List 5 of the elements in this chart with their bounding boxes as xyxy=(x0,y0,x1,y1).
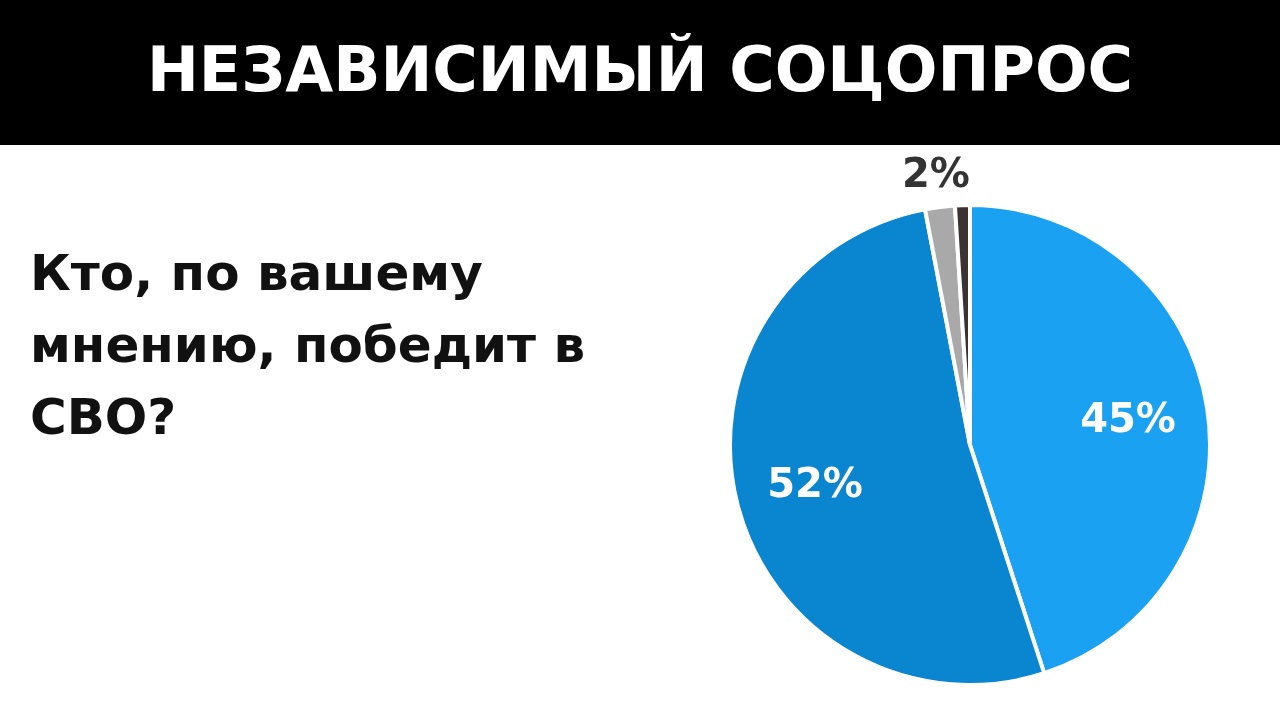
chart-title: НЕЗАВИСИМЫЙ СОЦОПРОС xyxy=(146,33,1134,106)
data-label: 2% xyxy=(901,150,970,197)
data-label: 52% xyxy=(767,459,863,506)
data-label: 45% xyxy=(1080,394,1176,441)
text: Кто, по вашему мнению, победит в СВО? xyxy=(30,244,586,446)
